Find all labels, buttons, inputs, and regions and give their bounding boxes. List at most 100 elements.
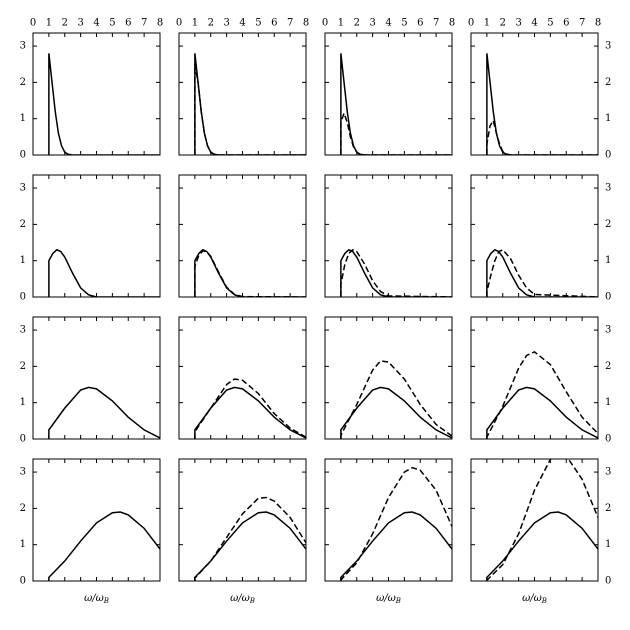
data-line [48, 53, 160, 155]
x-axis-label-main: ω/ω [376, 593, 396, 604]
y-tick-label: 2 [605, 77, 611, 88]
x-axis-label: ω/ωB [84, 593, 109, 606]
x-tick-label: 3 [515, 18, 521, 29]
x-tick-label: 6 [563, 18, 569, 29]
panel [178, 316, 307, 440]
x-tick-label: 0 [30, 18, 36, 29]
y-tick-label: 0 [20, 576, 26, 587]
y-tick-label: 3 [605, 183, 611, 194]
frame [178, 458, 307, 582]
x-axis-label: ω/ωB [230, 593, 255, 606]
data-line [340, 248, 452, 297]
y-tick-label: 2 [20, 503, 26, 514]
x-tick-label: 5 [547, 18, 553, 29]
data-line [340, 53, 452, 155]
data-line [340, 360, 452, 439]
x-tick-label: 7 [433, 18, 439, 29]
data-line [340, 110, 452, 155]
frame [324, 316, 453, 440]
y-tick-label: 0 [605, 434, 611, 445]
x-tick-label: 8 [449, 18, 455, 29]
data-line [194, 496, 306, 581]
x-tick-label: 6 [271, 18, 277, 29]
x-tick-label: 8 [595, 18, 601, 29]
x-axis-label-main: ω/ω [522, 593, 542, 604]
y-tick-label: 2 [605, 503, 611, 514]
data-line [194, 53, 306, 155]
x-tick-label: 7 [287, 18, 293, 29]
y-tick-label: 3 [605, 41, 611, 52]
x-tick-label: 2 [500, 18, 506, 29]
x-tick-label: 3 [77, 18, 83, 29]
data-line [486, 459, 598, 581]
data-line [340, 511, 452, 581]
data-line [486, 53, 598, 155]
panel: 0 1 2 3 [20, 174, 161, 303]
x-tick-label: 5 [401, 18, 407, 29]
x-tick-label: 0 [176, 18, 182, 29]
panel: 0 1 2 3 [470, 316, 611, 445]
y-tick-label: 3 [20, 325, 26, 336]
data-line [486, 386, 598, 439]
x-axis-label: ω/ωB [522, 593, 547, 606]
x-tick-label: 4 [239, 18, 245, 29]
x-axis-label-main: ω/ω [230, 593, 250, 604]
panel [178, 174, 307, 298]
panel [324, 174, 453, 298]
data-line [48, 511, 160, 581]
y-tick-label: 1 [20, 539, 26, 550]
y-tick-label: 1 [20, 397, 26, 408]
data-line [194, 378, 306, 439]
x-tick-label: 0 [468, 18, 474, 29]
frame [324, 458, 453, 582]
frame [470, 316, 599, 440]
frame [32, 316, 161, 440]
y-tick-label: 1 [605, 539, 611, 550]
x-tick-label: 8 [303, 18, 309, 29]
x-tick-label: 1 [484, 18, 490, 29]
panel: 0 1 2 3 ω/ωB [20, 458, 161, 606]
x-tick-label: 8 [157, 18, 163, 29]
data-line [340, 248, 452, 297]
x-tick-label: 1 [192, 18, 198, 29]
y-tick-label: 0 [605, 292, 611, 303]
frame [32, 32, 161, 156]
x-axis-label-sub: B [395, 597, 401, 605]
panel: ω/ωB [178, 458, 307, 606]
y-tick-label: 3 [605, 325, 611, 336]
x-tick-label: 4 [531, 18, 537, 29]
y-tick-label: 2 [605, 361, 611, 372]
y-tick-label: 1 [605, 397, 611, 408]
frame [178, 174, 307, 298]
data-line [486, 248, 598, 297]
x-tick-label: 3 [369, 18, 375, 29]
frame [178, 316, 307, 440]
x-axis-label-sub: B [249, 597, 255, 605]
x-axis-label-sub: B [541, 597, 547, 605]
data-line [486, 511, 598, 581]
x-tick-label: 4 [93, 18, 99, 29]
data-line [194, 250, 306, 297]
frame [470, 32, 599, 156]
x-tick-label: 7 [141, 18, 147, 29]
x-tick-label: 0 [322, 18, 328, 29]
data-line [194, 386, 306, 439]
data-line [194, 64, 306, 155]
frame [324, 32, 453, 156]
y-tick-label: 2 [605, 219, 611, 230]
y-tick-label: 1 [605, 113, 611, 124]
y-tick-label: 3 [20, 467, 26, 478]
x-tick-label: 6 [125, 18, 131, 29]
x-axis-label-main: ω/ω [84, 593, 104, 604]
y-tick-label: 0 [605, 576, 611, 587]
y-tick-label: 1 [605, 255, 611, 266]
panel: 0 1 2 3 [20, 316, 161, 445]
frame [470, 458, 599, 582]
frame [178, 32, 307, 156]
data-line [486, 248, 598, 297]
